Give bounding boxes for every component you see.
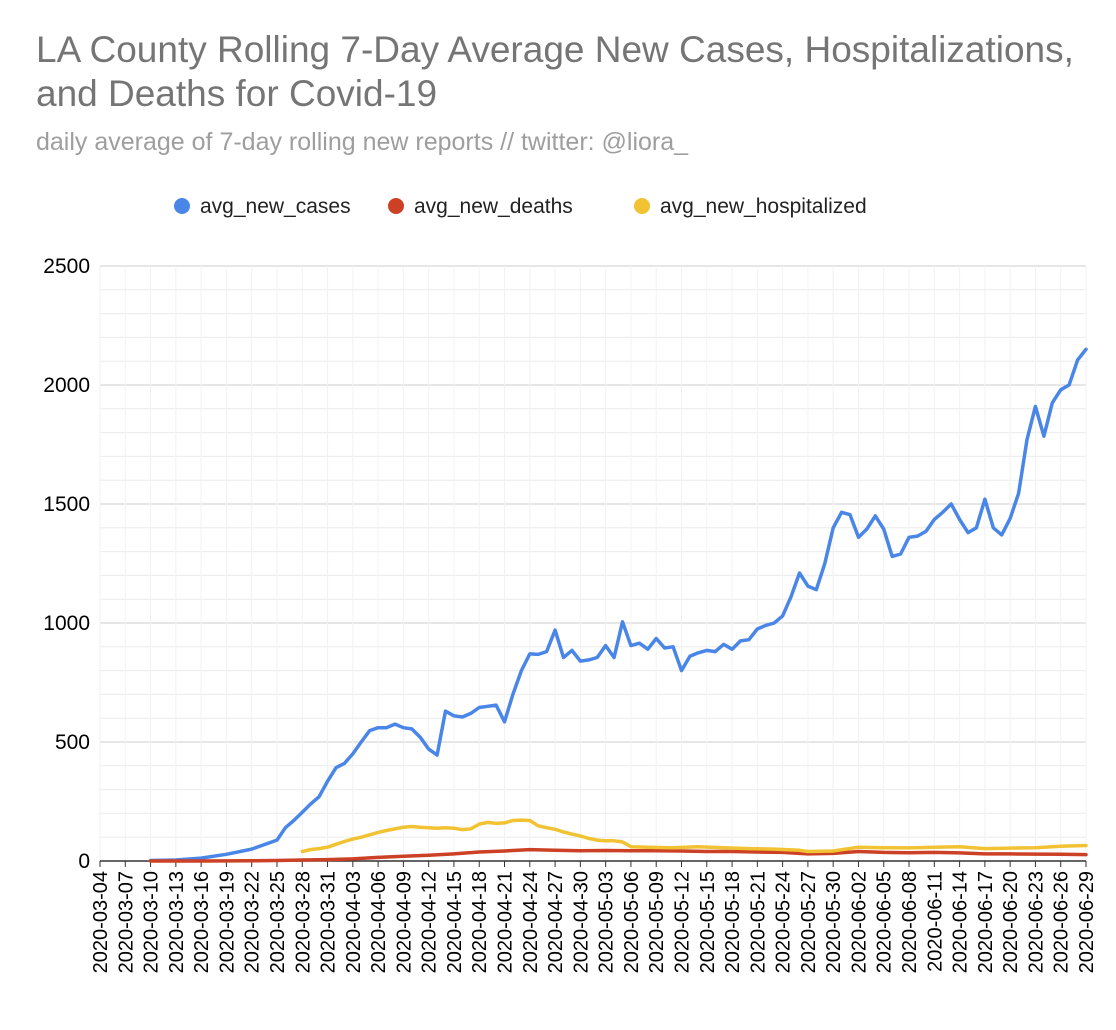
x-tick-label: 2020-03-16 xyxy=(191,871,213,973)
x-tick-label: 2020-03-04 xyxy=(90,871,112,973)
x-tick-label: 2020-05-12 xyxy=(671,871,693,973)
x-tick-label: 2020-03-07 xyxy=(115,871,137,973)
x-tick-label: 2020-03-10 xyxy=(141,871,163,973)
y-tick-label: 0 xyxy=(78,850,90,873)
y-tick-label: 500 xyxy=(55,731,90,754)
legend-label-avg-new-hospitalized: avg_new_hospitalized xyxy=(660,195,867,218)
x-tick-label: 2020-03-25 xyxy=(267,871,289,973)
x-tick-label: 2020-05-24 xyxy=(773,871,795,973)
x-tick-label: 2020-04-24 xyxy=(520,871,542,973)
x-tick-label: 2020-05-03 xyxy=(596,871,618,973)
x-tick-label: 2020-05-09 xyxy=(646,871,668,973)
legend-label-avg-new-deaths: avg_new_deaths xyxy=(414,195,573,218)
x-tick-label: 2020-04-15 xyxy=(444,871,466,973)
series-line-avg-new-cases xyxy=(148,347,1088,863)
x-tick-label: 2020-03-31 xyxy=(318,871,340,973)
x-tick-label: 2020-06-08 xyxy=(899,871,921,973)
x-tick-label: 2020-03-28 xyxy=(292,871,314,973)
x-tick-label: 2020-05-21 xyxy=(747,871,769,973)
x-tick-label: 2020-04-09 xyxy=(393,871,415,973)
legend-marker-avg-new-deaths xyxy=(388,198,404,214)
x-tick-label: 2020-06-02 xyxy=(848,871,870,973)
legend-marker-avg-new-cases xyxy=(174,198,190,214)
y-tick-label: 2500 xyxy=(43,255,90,278)
x-tick-label: 2020-06-17 xyxy=(975,871,997,973)
legend-label-avg-new-cases: avg_new_cases xyxy=(200,195,351,218)
x-tick-label: 2020-04-27 xyxy=(545,871,567,973)
chart-subtitle: daily average of 7-day rolling new repor… xyxy=(36,128,689,156)
x-tick-label: 2020-05-15 xyxy=(697,871,719,973)
x-tick-label: 2020-04-03 xyxy=(343,871,365,973)
y-tick-label: 1500 xyxy=(43,493,90,516)
x-tick-label: 2020-06-23 xyxy=(1025,871,1047,973)
x-tick-label: 2020-06-26 xyxy=(1051,871,1073,973)
legend-marker-avg-new-hospitalized xyxy=(634,198,650,214)
x-tick-label: 2020-06-11 xyxy=(924,871,946,972)
x-tick-label: 2020-05-30 xyxy=(823,871,845,973)
x-tick-label: 2020-05-06 xyxy=(621,871,643,973)
x-tick-label: 2020-06-05 xyxy=(874,871,896,973)
x-tick-label: 2020-03-22 xyxy=(242,871,264,973)
x-tick-label: 2020-05-18 xyxy=(722,871,744,973)
x-tick-label: 2020-06-29 xyxy=(1076,871,1098,973)
y-tick-label: 1000 xyxy=(43,612,90,635)
x-tick-label: 2020-06-20 xyxy=(1000,871,1022,973)
x-tick-label: 2020-04-30 xyxy=(570,871,592,973)
x-tick-label: 2020-04-06 xyxy=(368,871,390,973)
x-tick-label: 2020-03-13 xyxy=(166,871,188,973)
x-tick-label: 2020-05-27 xyxy=(798,871,820,973)
x-tick-label: 2020-04-21 xyxy=(495,871,517,973)
series-line-avg-new-hospitalized xyxy=(300,818,1088,854)
x-tick-label: 2020-04-18 xyxy=(469,871,491,973)
x-tick-label: 2020-06-14 xyxy=(950,871,972,973)
x-tick-label: 2020-03-19 xyxy=(216,871,238,973)
series-line-avg-new-deaths xyxy=(148,847,1088,863)
y-tick-label: 2000 xyxy=(43,374,90,397)
chart-title: LA County Rolling 7-Day Average New Case… xyxy=(36,29,1074,114)
x-tick-label: 2020-04-12 xyxy=(419,871,441,973)
